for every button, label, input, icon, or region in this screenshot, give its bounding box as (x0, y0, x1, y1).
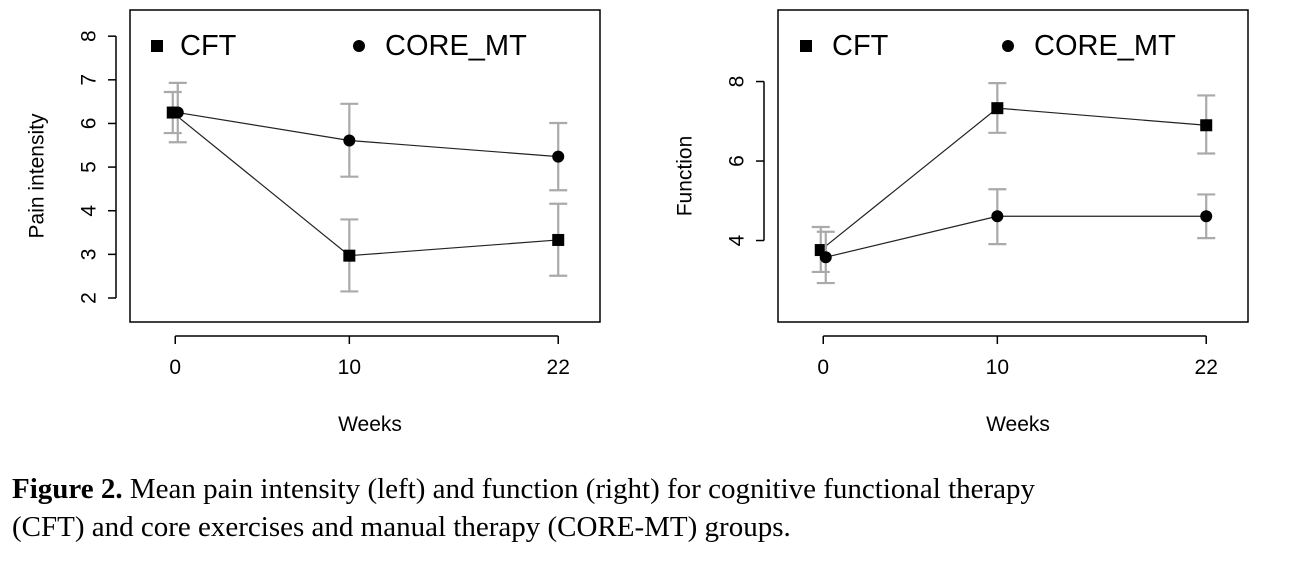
pain-intensity-panel: 0 10 22 Weeks 2 3 4 5 6 7 8 Pain intensity CFT CORE_M… (26, 9, 601, 436)
data-point-circle (991, 210, 1004, 223)
function-panel: 0 10 22 Weeks 4 6 8 Function CFT CORE_MT (674, 9, 1249, 436)
data-point-circle (1200, 210, 1213, 223)
legend-label-core_mt: CORE_MT (385, 30, 527, 62)
x-axis-label: Weeks (338, 413, 402, 436)
y-tick-label: 7 (78, 74, 101, 86)
data-point-circle (819, 251, 832, 264)
figure-label: Figure 2. (12, 473, 123, 505)
y-tick-label: 3 (78, 249, 101, 261)
y-tick-label: 4 (726, 234, 749, 246)
caption-line-2: (CFT) and core exercises and manual ther… (12, 511, 791, 543)
legend-label-cft: CFT (180, 30, 237, 62)
caption-line-1: Mean pain intensity (left) and function … (122, 473, 1036, 505)
x-tick-label: 0 (817, 356, 829, 379)
data-point-circle (343, 134, 356, 147)
figure-caption: Figure 2. Mean pain intensity (left) and… (12, 470, 1307, 546)
data-point-circle (552, 150, 565, 163)
plot-frame (129, 9, 601, 323)
legend-circle-icon (1002, 40, 1014, 52)
data-point-square (991, 102, 1004, 115)
x-tick-label: 0 (169, 356, 181, 379)
y-tick-label: 8 (726, 76, 749, 88)
legend-label-cft: CFT (832, 30, 889, 62)
x-tick-label: 22 (1195, 356, 1218, 379)
plot-frame (777, 9, 1249, 323)
y-axis-label: Function (674, 136, 697, 217)
y-tick-label: 5 (78, 161, 101, 173)
y-tick-label: 4 (78, 205, 101, 217)
legend-circle-icon (353, 40, 365, 52)
data-point-square (343, 249, 356, 262)
data-point-square (552, 233, 565, 246)
data-point-circle (171, 106, 184, 119)
x-tick-label: 10 (986, 356, 1009, 379)
series-line-core_mt (825, 215, 1207, 258)
x-tick-label: 22 (547, 356, 570, 379)
y-axis-label: Pain intensity (26, 113, 49, 238)
y-tick-label: 6 (78, 118, 101, 130)
legend-square-icon (151, 40, 163, 52)
series-line-cft (820, 107, 1207, 251)
y-tick-label: 6 (726, 155, 749, 167)
legend-square-icon (800, 40, 812, 52)
y-tick-label: 8 (78, 30, 101, 42)
series-line-core_mt (177, 111, 559, 158)
legend-label-core_mt: CORE_MT (1034, 30, 1176, 62)
x-axis-label: Weeks (986, 413, 1050, 436)
data-point-square (1200, 119, 1213, 132)
figure-panels: 0 10 22 Weeks 2 3 4 5 6 7 8 Pain intensity CFT CORE_M… (26, 9, 1249, 436)
series-line-cft (172, 112, 559, 257)
x-tick-label: 10 (338, 356, 361, 379)
y-tick-label: 2 (78, 292, 101, 304)
